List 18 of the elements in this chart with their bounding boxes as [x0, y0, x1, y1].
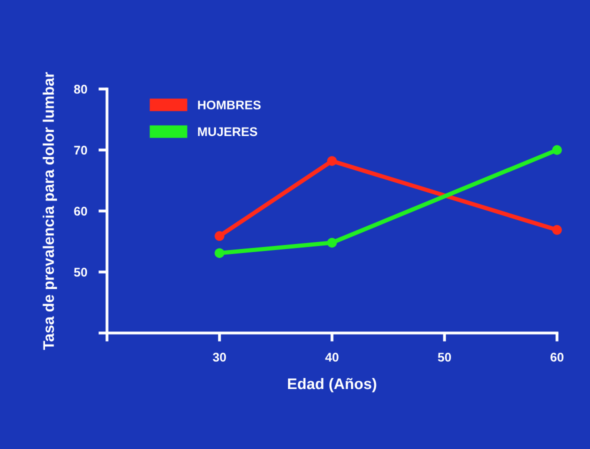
y-tick-label: 70: [74, 146, 88, 155]
point: [327, 238, 337, 248]
x-tick-label: 30: [212, 352, 226, 362]
point: [214, 231, 224, 241]
y-tick-label: 80: [74, 84, 88, 94]
point: [327, 156, 337, 166]
y-tick-label: 60: [74, 206, 88, 216]
point: [552, 225, 562, 235]
y-axis-title: Tasa de prevalencia para dolor lumbar: [42, 72, 57, 350]
y-tick-label: 50: [74, 268, 88, 277]
x-tick-label: 40: [325, 352, 338, 362]
x-tick-label: 50: [438, 352, 451, 362]
legend-label: HOMBRES: [198, 100, 261, 110]
point: [552, 145, 562, 155]
x-axis-title: Edad (Años): [288, 378, 376, 392]
point: [214, 248, 224, 258]
legend-label: MUJERES: [198, 127, 258, 136]
x-tick-label: 60: [550, 352, 564, 362]
